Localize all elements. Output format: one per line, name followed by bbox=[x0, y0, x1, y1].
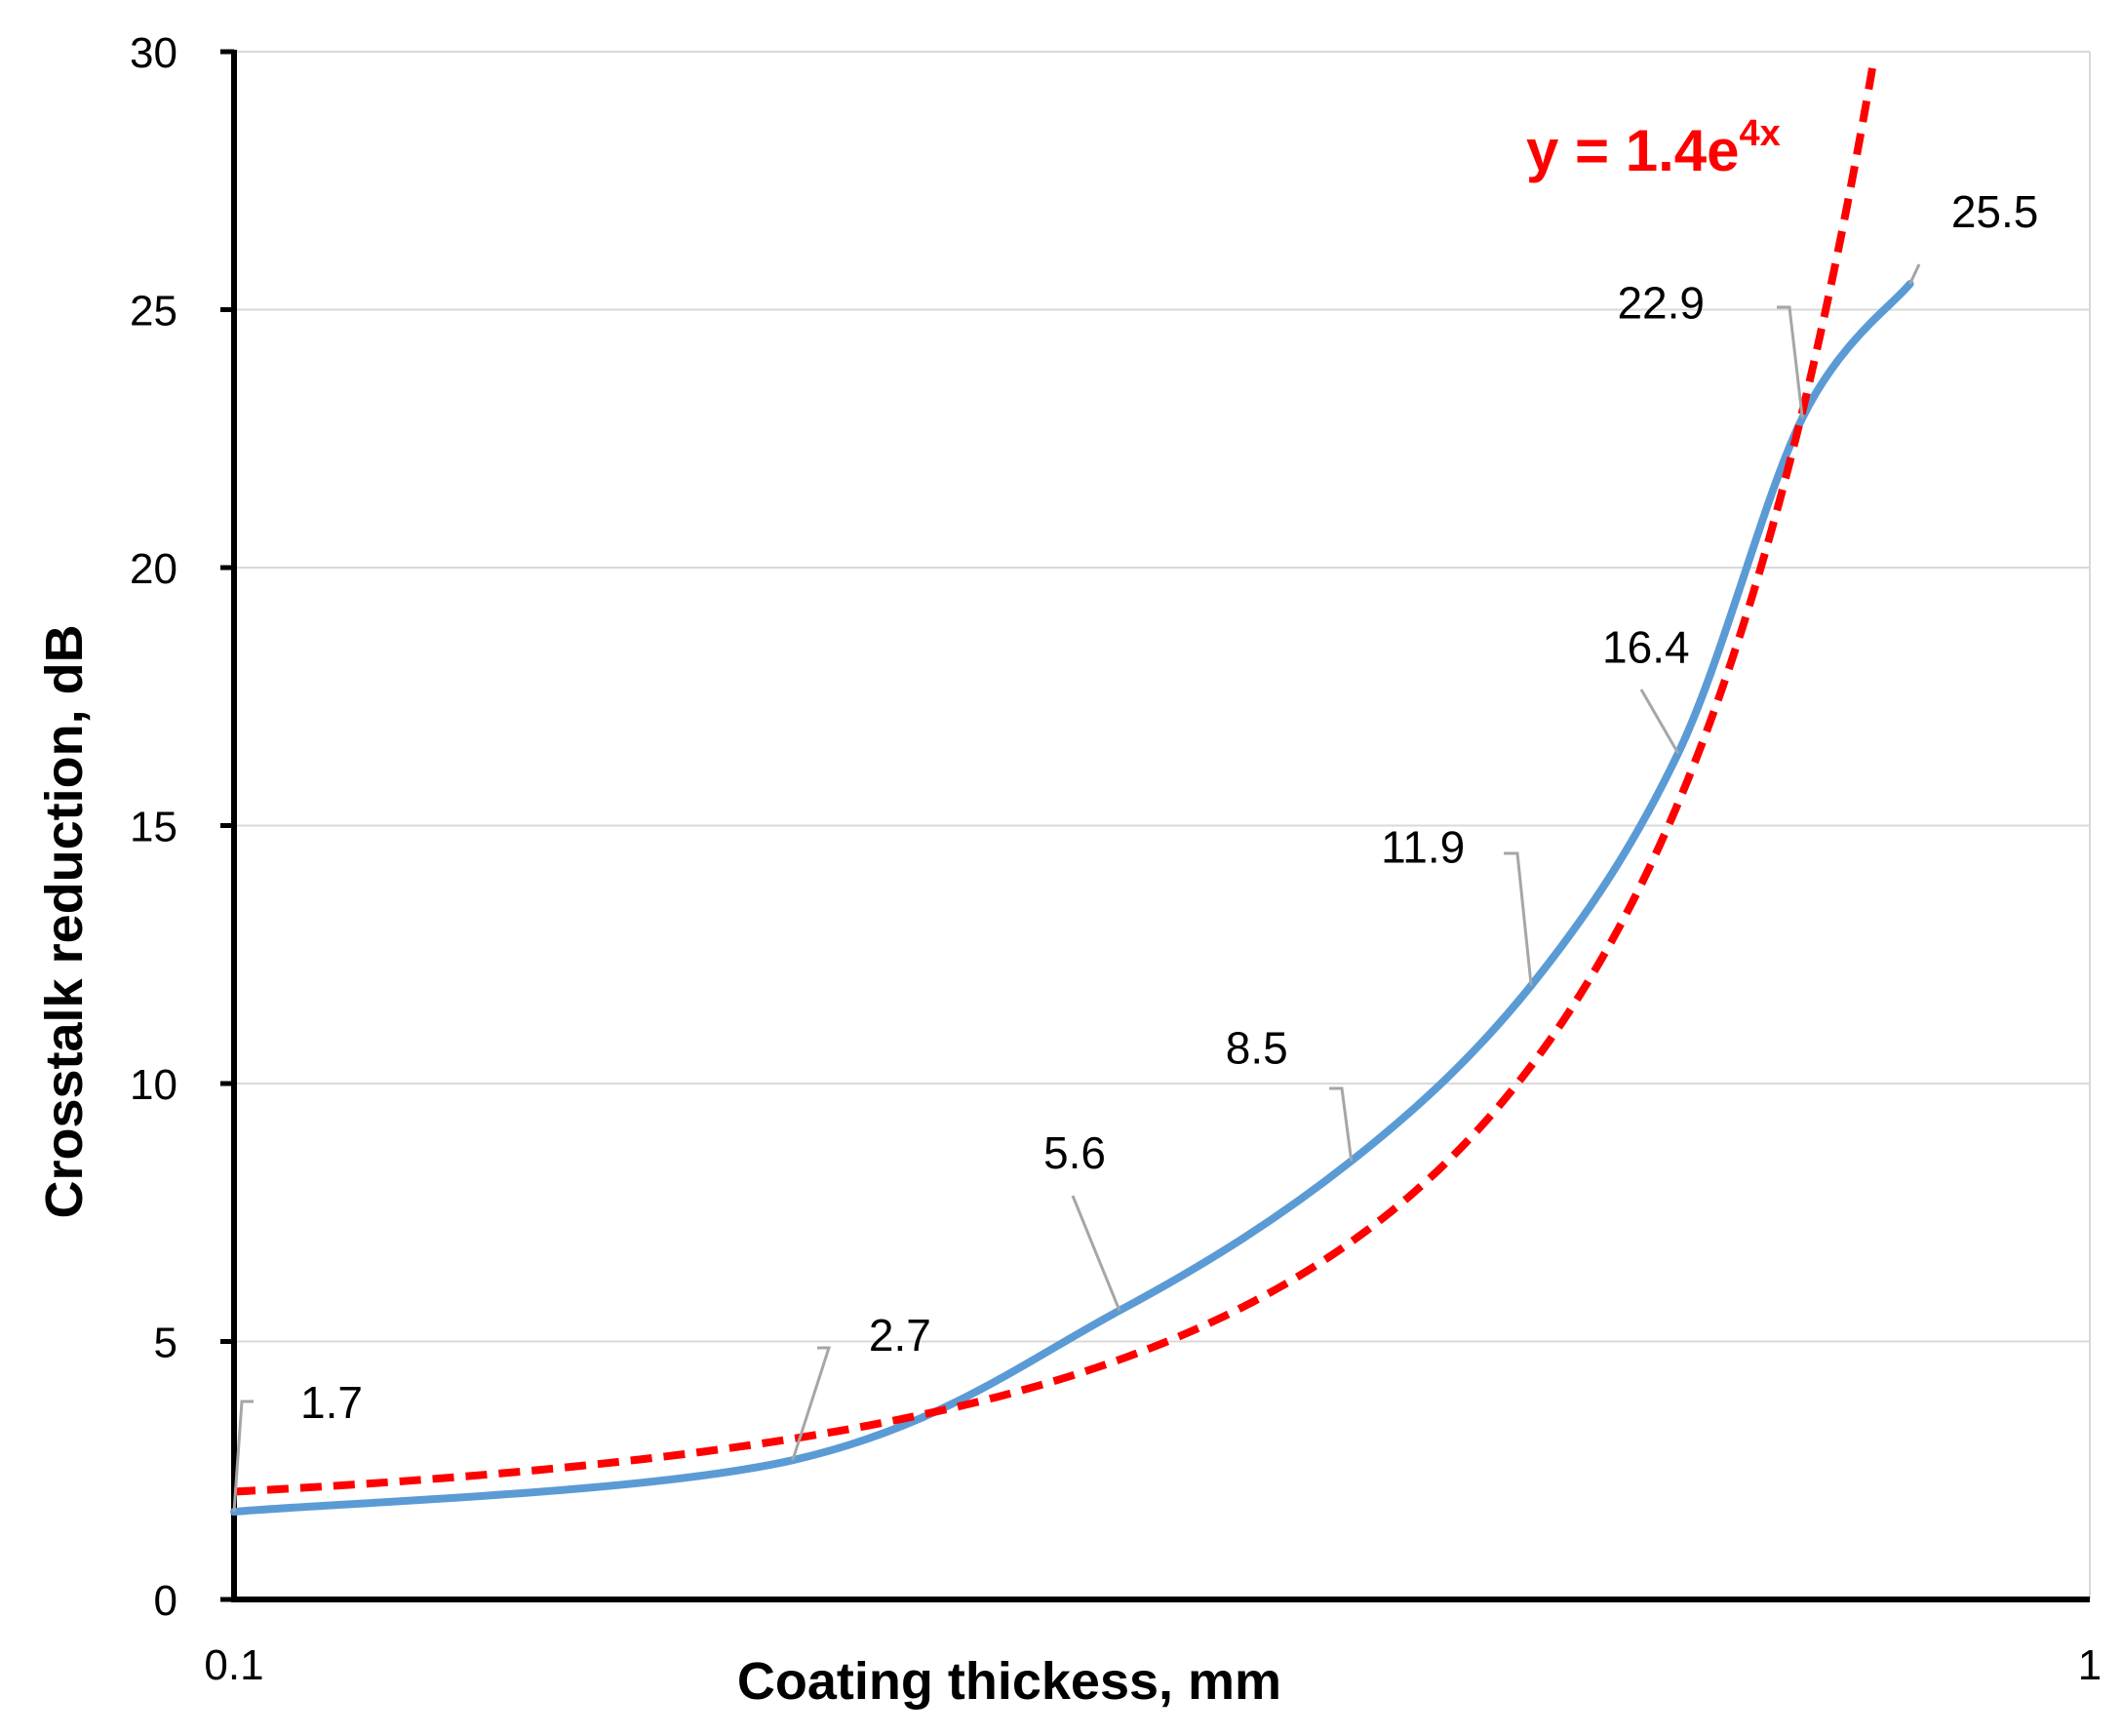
trendline-equation: y = 1.4e4x bbox=[1526, 113, 1781, 183]
y-tick-label: 15 bbox=[130, 804, 177, 851]
series bbox=[230, 58, 1914, 1517]
x-tick-labels: 0.1 1 bbox=[204, 1641, 2102, 1689]
y-tick-label: 20 bbox=[130, 545, 177, 593]
y-tick-label: 25 bbox=[130, 288, 177, 335]
series-line-measured bbox=[230, 280, 1914, 1517]
data-labels: 1.7 2.7 5.6 8.5 11.9 16.4 22.9 25.5 bbox=[300, 186, 2038, 1428]
data-label: 11.9 bbox=[1381, 821, 1465, 872]
data-label: 25.5 bbox=[1951, 186, 2039, 237]
y-tick-labels: 0 5 10 15 20 25 30 bbox=[130, 29, 177, 1625]
data-label: 16.4 bbox=[1602, 621, 1690, 672]
data-label-leader bbox=[232, 1400, 254, 1513]
data-label-leader bbox=[1071, 1195, 1121, 1312]
trendline-equation-base: y = 1.4e bbox=[1526, 118, 1740, 183]
y-tick-label: 0 bbox=[154, 1577, 177, 1625]
x-tick-label: 0.1 bbox=[204, 1641, 263, 1689]
y-tick-label: 10 bbox=[130, 1061, 177, 1109]
data-label-leaders bbox=[232, 263, 1921, 1513]
data-label-leader bbox=[1639, 689, 1680, 755]
trendline-equation-exponent: 4x bbox=[1740, 113, 1781, 154]
data-label: 2.7 bbox=[869, 1310, 931, 1361]
data-label-leader bbox=[1908, 263, 1921, 285]
data-label: 1.7 bbox=[300, 1377, 363, 1428]
data-label-leader bbox=[791, 1346, 832, 1461]
data-label: 5.6 bbox=[1043, 1127, 1106, 1178]
series-line-trendline bbox=[233, 58, 1878, 1496]
y-tick-label: 30 bbox=[130, 29, 177, 77]
data-label-leader bbox=[1504, 851, 1533, 986]
data-label: 22.9 bbox=[1617, 278, 1705, 329]
grid-lines bbox=[234, 51, 2091, 1599]
data-label: 8.5 bbox=[1226, 1022, 1288, 1073]
data-label-leader bbox=[1329, 1086, 1354, 1162]
data-label-leader bbox=[1777, 305, 1804, 418]
axes bbox=[220, 49, 2090, 1602]
y-axis-title: Crosstalk reduction, dB bbox=[35, 624, 94, 1218]
y-tick-label: 5 bbox=[154, 1320, 177, 1367]
x-tick-label: 1 bbox=[2078, 1641, 2102, 1689]
x-axis-title: Coating thickess, mm bbox=[737, 1652, 1281, 1711]
